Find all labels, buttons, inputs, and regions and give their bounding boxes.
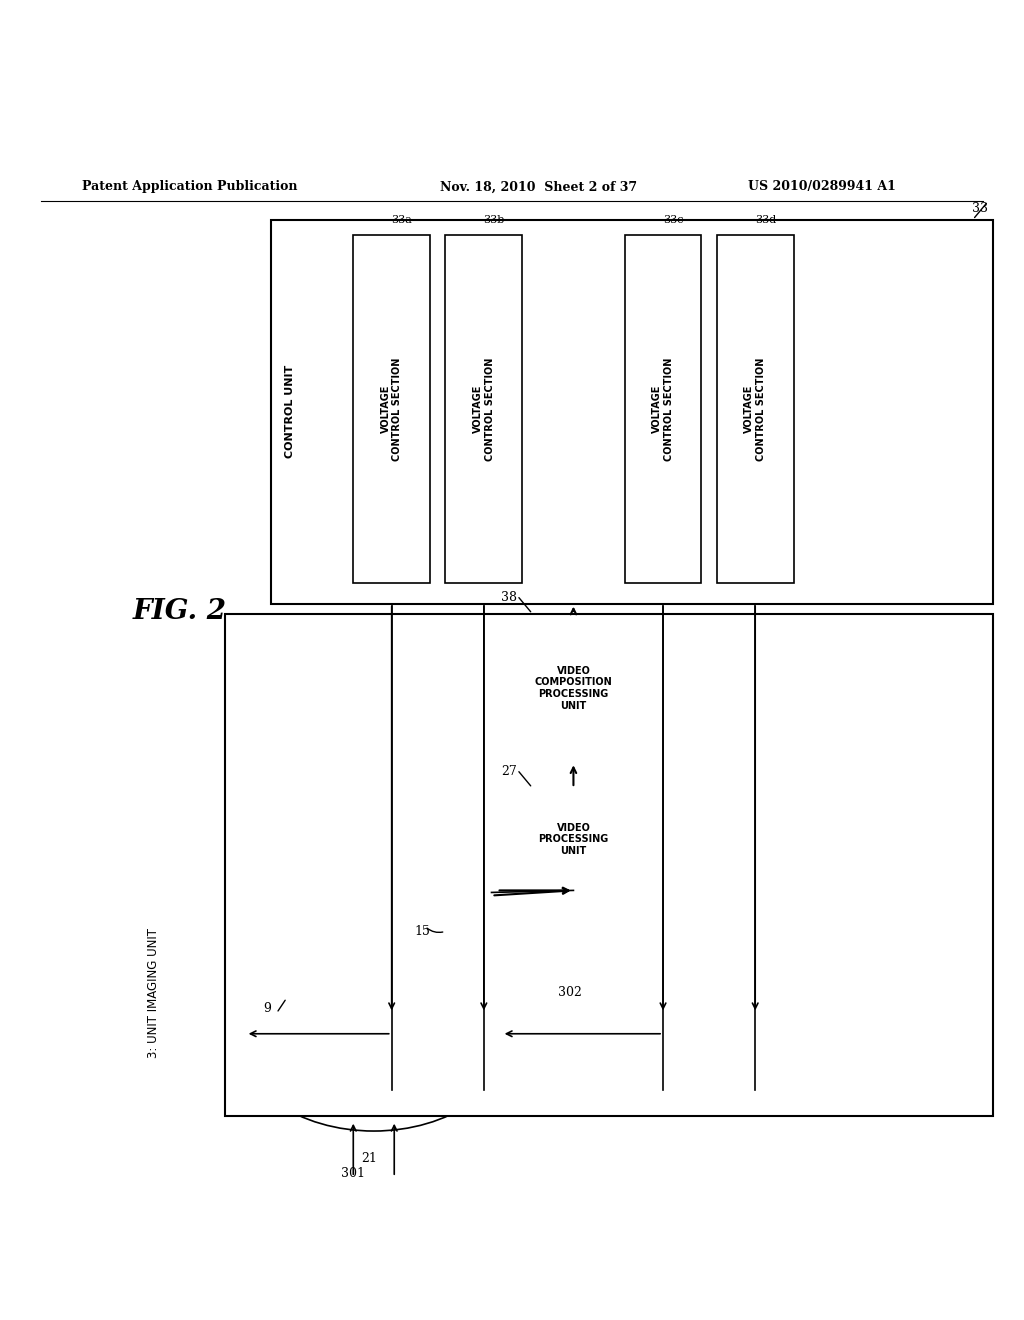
Bar: [225, 614, 993, 1115]
Text: Nov. 18, 2010  Sheet 2 of 37: Nov. 18, 2010 Sheet 2 of 37: [440, 181, 638, 194]
Bar: [353, 235, 430, 583]
Text: 33c: 33c: [663, 215, 684, 224]
Text: 33d: 33d: [755, 215, 776, 224]
Text: FIG. 2: FIG. 2: [133, 598, 227, 626]
Text: VOLTAGE
CONTROL SECTION: VOLTAGE CONTROL SECTION: [652, 358, 674, 461]
Text: 27: 27: [502, 764, 517, 777]
Bar: [445, 235, 522, 583]
Text: VIDEO
PROCESSING
UNIT: VIDEO PROCESSING UNIT: [539, 822, 608, 855]
Text: Patent Application Publication: Patent Application Publication: [82, 181, 297, 194]
Text: 301: 301: [341, 1167, 366, 1180]
Text: VOLTAGE
CONTROL SECTION: VOLTAGE CONTROL SECTION: [473, 358, 495, 461]
Bar: [717, 235, 794, 583]
Text: 9: 9: [263, 1002, 271, 1015]
Polygon shape: [309, 1105, 438, 1113]
Text: US 2010/0289941 A1: US 2010/0289941 A1: [748, 181, 895, 194]
Text: 38: 38: [501, 590, 517, 603]
Polygon shape: [309, 1085, 438, 1115]
Bar: [522, 614, 625, 763]
Text: VOLTAGE
CONTROL SECTION: VOLTAGE CONTROL SECTION: [381, 358, 402, 461]
Text: 33a: 33a: [391, 215, 413, 224]
Text: 33: 33: [972, 202, 988, 215]
Text: 33b: 33b: [483, 215, 505, 224]
Polygon shape: [289, 985, 315, 1082]
Bar: [625, 235, 701, 583]
Text: 15: 15: [415, 925, 431, 937]
Text: 21: 21: [360, 1151, 377, 1164]
Text: CONTROL UNIT: CONTROL UNIT: [285, 366, 295, 458]
Bar: [271, 219, 993, 603]
Text: 302: 302: [558, 986, 582, 999]
Text: VIDEO
COMPOSITION
PROCESSING
UNIT: VIDEO COMPOSITION PROCESSING UNIT: [535, 665, 612, 710]
Bar: [522, 788, 625, 891]
Text: 3: UNIT IMAGING UNIT: 3: UNIT IMAGING UNIT: [147, 928, 160, 1057]
Text: VOLTAGE
CONTROL SECTION: VOLTAGE CONTROL SECTION: [744, 358, 766, 461]
Polygon shape: [425, 900, 553, 1003]
Polygon shape: [432, 985, 459, 1082]
Polygon shape: [430, 904, 548, 999]
